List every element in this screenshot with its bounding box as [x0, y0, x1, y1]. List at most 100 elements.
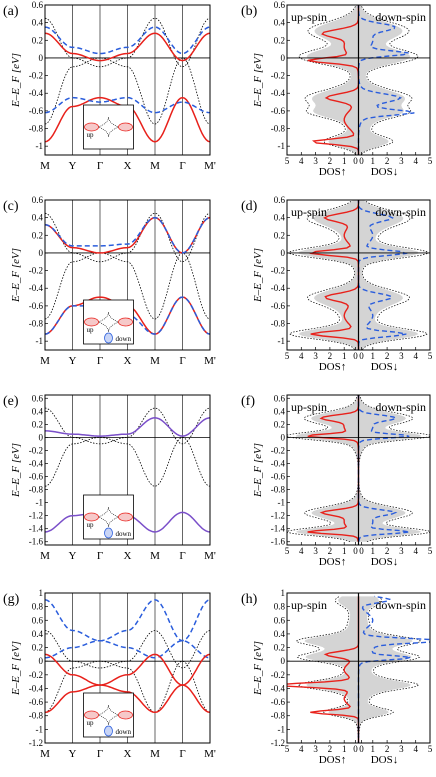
panel-label: (g) — [3, 592, 20, 607]
y-tick-label: -1.2 — [271, 511, 285, 521]
inset-fermi-curve — [98, 506, 120, 528]
y-tick-label: -0.4 — [271, 88, 286, 98]
band-panel-c: up down — [44, 199, 211, 351]
x-tick-label: 2 — [385, 351, 390, 361]
inset-pocket-up — [118, 317, 133, 327]
reference-band — [44, 630, 211, 669]
y-tick-label: 1 — [39, 588, 44, 598]
fermi-surface-inset: up down — [83, 299, 134, 345]
plot-frame — [286, 394, 431, 546]
inset-pocket-up — [118, 122, 133, 132]
plot-frame — [44, 394, 211, 546]
y-tick-label: -0.8 — [271, 319, 286, 329]
y-tick-label: -1.6 — [271, 537, 286, 547]
y-tick-label: 0.6 — [32, 615, 44, 625]
y-tick-label: 0.6 — [274, 195, 286, 205]
x-tick-label: 1 — [371, 744, 376, 754]
x-tick-label: 4 — [413, 156, 418, 166]
inset-pocket-up — [84, 317, 99, 327]
dos-fill-up — [304, 596, 359, 743]
x-tick-label: Γ — [97, 550, 103, 562]
band-line-overlap — [45, 417, 211, 437]
panel-label: (d) — [241, 199, 258, 214]
x-tick-label: 4 — [299, 156, 304, 166]
x-tick-label: M — [150, 748, 160, 760]
x-tick-label: 5 — [428, 546, 433, 556]
x-tick-label: 3 — [313, 546, 318, 556]
x-tick-label: 3 — [313, 744, 318, 754]
down-spin-label: down-spin — [375, 205, 426, 219]
y-tick-label: -1 — [36, 336, 44, 346]
x-tick-label: 3 — [399, 351, 404, 361]
fermi-surface-inset: up down — [83, 494, 134, 540]
down-spin-label: down-spin — [375, 598, 426, 612]
x-tick-label: X — [124, 748, 132, 760]
x-tick-label: M — [150, 550, 160, 562]
x-axis-title-up: DOS↑ — [319, 556, 347, 568]
x-tick-label: 3 — [399, 744, 404, 754]
x-tick-label: M — [40, 355, 50, 367]
y-tick-label: -0.2 — [29, 670, 43, 680]
band-line-down — [44, 26, 211, 55]
y-tick-label: 0 — [39, 432, 44, 442]
y-tick-label: 0.2 — [274, 643, 285, 653]
x-tick-label: 1 — [371, 351, 376, 361]
x-axis-title-down: DOS↓ — [371, 361, 399, 373]
x-tick-label: 2 — [328, 156, 333, 166]
panel-label: (c) — [3, 199, 19, 214]
up-spin-label: up-spin — [291, 598, 327, 612]
x-tick-label: X — [124, 355, 132, 367]
x-tick-label: 4 — [299, 744, 304, 754]
dos-reference-up — [298, 5, 357, 155]
x-axis-title-down: DOS↓ — [371, 556, 399, 568]
x-tick-label: 3 — [399, 156, 404, 166]
x-tick-label: 0 — [353, 351, 358, 361]
y-tick-label: 0.2 — [32, 230, 43, 240]
x-tick-label: 5 — [428, 156, 433, 166]
up-spin-label: up-spin — [291, 10, 327, 24]
panel-label: (a) — [3, 4, 19, 19]
y-tick-label: -1 — [278, 498, 286, 508]
y-tick-label: -0.4 — [271, 458, 286, 468]
plot-frame — [44, 199, 211, 351]
y-tick-label: 0.2 — [274, 35, 285, 45]
y-axis-title: E–E_F [eV] — [10, 443, 22, 498]
x-tick-label: 0 — [359, 351, 364, 361]
x-tick-label: 2 — [328, 744, 333, 754]
plot-frame — [286, 592, 431, 744]
x-tick-label: 0 — [359, 744, 364, 754]
y-tick-label: 0.4 — [32, 629, 44, 639]
x-tick-label: M' — [204, 748, 216, 760]
y-tick-label: -0.4 — [29, 458, 44, 468]
reference-band — [44, 407, 211, 445]
dos-fill-down — [358, 596, 413, 743]
dos-fill-down — [358, 395, 422, 542]
x-axis-title-down: DOS↓ — [371, 754, 399, 766]
inset-pocket-up — [118, 710, 133, 720]
y-tick-label: 0.4 — [274, 18, 286, 28]
y-tick-label: -0.2 — [29, 445, 43, 455]
x-tick-label: Y — [69, 160, 77, 172]
y-tick-label: -0.6 — [29, 301, 44, 311]
y-tick-label: 0.2 — [32, 419, 43, 429]
inset-fermi-curve — [98, 311, 120, 333]
y-tick-label: -0.4 — [271, 683, 286, 693]
x-tick-label: Y — [69, 355, 77, 367]
dos-reference-down — [360, 5, 419, 155]
panel-label: (e) — [3, 394, 19, 409]
y-axis-title: E–E_F [eV] — [10, 53, 22, 108]
x-tick-label: Γ — [179, 550, 185, 562]
band-line-down — [44, 216, 211, 254]
x-tick-label: 0 — [359, 546, 364, 556]
dos-fill-up — [298, 200, 359, 350]
inset-label: down — [116, 335, 132, 343]
x-tick-label: 5 — [285, 351, 290, 361]
y-tick-label: 0 — [281, 53, 286, 63]
x-tick-label: 4 — [413, 351, 418, 361]
y-tick-label: -0.4 — [271, 283, 286, 293]
y-tick-label: 0.2 — [274, 230, 285, 240]
y-tick-label: 1 — [281, 588, 286, 598]
down-spin-label: down-spin — [375, 10, 426, 24]
reference-band — [44, 212, 211, 263]
y-axis-title: E–E_F [eV] — [252, 443, 264, 498]
